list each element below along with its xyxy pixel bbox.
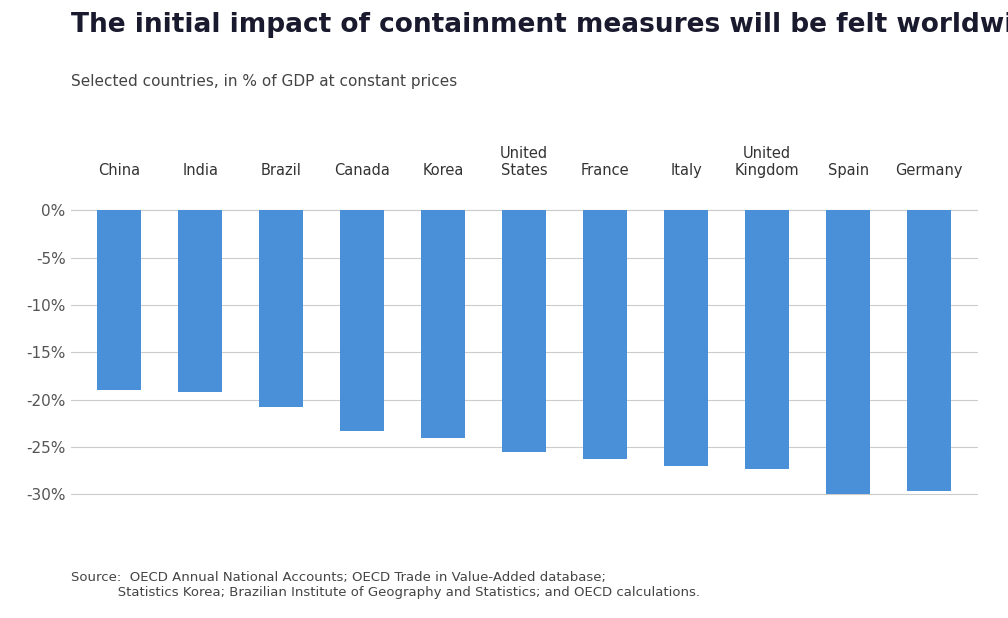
Text: The initial impact of containment measures will be felt worldwide: The initial impact of containment measur… bbox=[71, 12, 1008, 38]
Bar bbox=[177, 211, 223, 392]
Bar bbox=[340, 211, 384, 431]
Bar bbox=[664, 211, 709, 466]
Text: Selected countries, in % of GDP at constant prices: Selected countries, in % of GDP at const… bbox=[71, 74, 457, 89]
Bar bbox=[421, 211, 466, 438]
Bar bbox=[97, 211, 141, 390]
Bar bbox=[259, 211, 303, 407]
Bar bbox=[583, 211, 627, 459]
Bar bbox=[502, 211, 546, 452]
Bar bbox=[745, 211, 789, 470]
Text: Source:  OECD Annual National Accounts; OECD Trade in Value-Added database;
    : Source: OECD Annual National Accounts; O… bbox=[71, 572, 700, 599]
Bar bbox=[826, 211, 871, 494]
Bar bbox=[907, 211, 952, 491]
